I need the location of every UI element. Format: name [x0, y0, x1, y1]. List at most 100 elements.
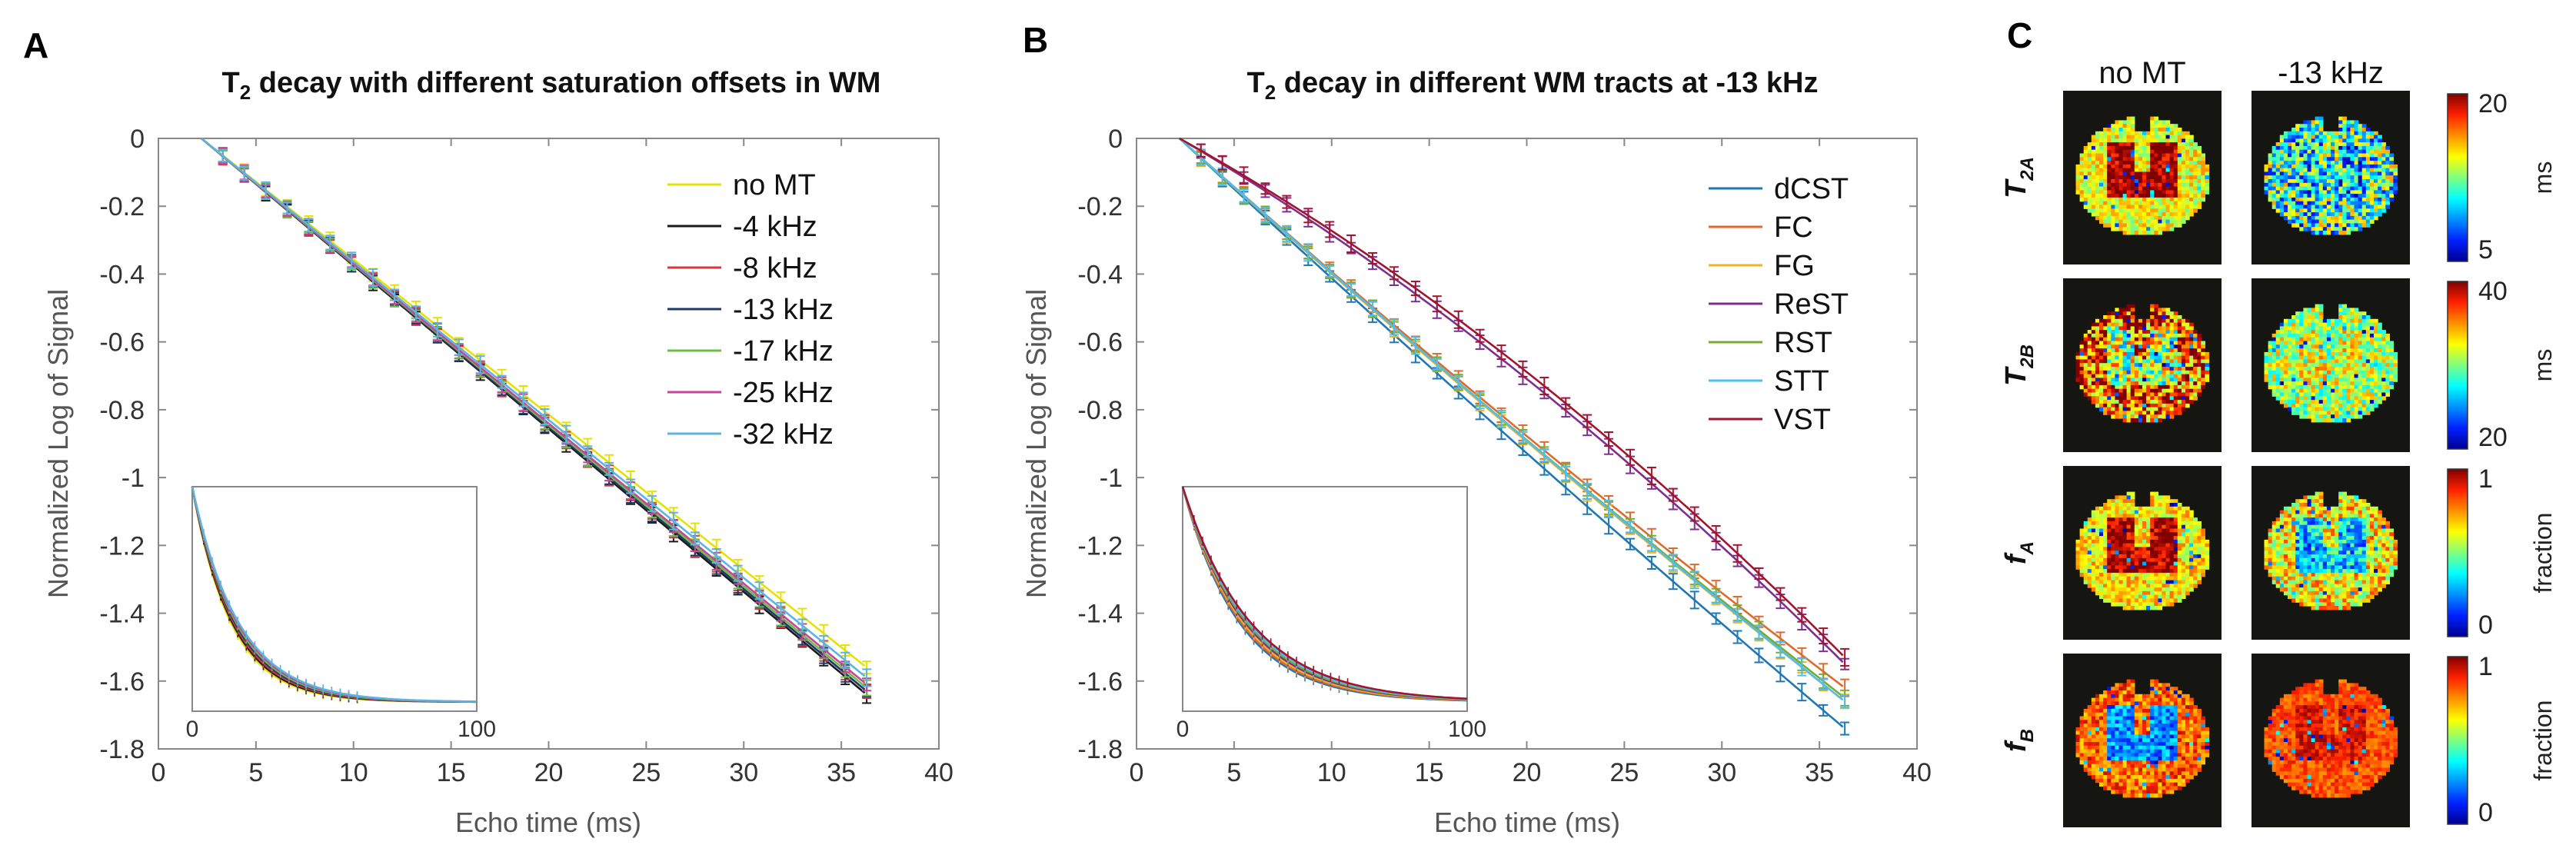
- map-pixel: [2173, 403, 2178, 408]
- map-pixel: [2350, 384, 2355, 390]
- map-pixel: [2322, 186, 2328, 191]
- map-pixel: [2315, 344, 2320, 349]
- map-pixel: [2318, 392, 2324, 397]
- map-pixel: [2091, 337, 2096, 342]
- map-pixel: [2271, 370, 2277, 375]
- map-pixel: [2177, 149, 2182, 155]
- panel-b-xtick-label: 15: [1415, 758, 1444, 787]
- map-pixel: [2087, 351, 2092, 357]
- map-pixel: [2299, 388, 2304, 394]
- map-pixel: [2162, 153, 2167, 158]
- map-pixel: [2118, 219, 2124, 224]
- map-pixel: [2346, 208, 2351, 213]
- map-pixel: [2311, 333, 2316, 338]
- map-pixel: [2115, 403, 2120, 408]
- map-pixel: [2173, 194, 2178, 198]
- map-pixel: [2318, 175, 2324, 180]
- map-pixel: [2087, 384, 2092, 390]
- map-pixel: [2189, 337, 2194, 342]
- map-pixel: [2275, 186, 2281, 191]
- map-pixel: [2107, 157, 2112, 161]
- map-pixel: [2115, 411, 2120, 415]
- map-pixel: [2268, 161, 2273, 165]
- map-pixel: [2115, 363, 2120, 368]
- map-pixel: [2322, 201, 2328, 206]
- map-pixel: [2338, 403, 2343, 408]
- map-pixel: [2369, 186, 2375, 191]
- map-pixel: [2165, 351, 2171, 357]
- map-pixel: [2358, 149, 2363, 155]
- map-pixel: [2268, 355, 2273, 360]
- map-pixel: [2331, 219, 2335, 224]
- map-pixel: [2103, 194, 2108, 198]
- map-pixel: [2303, 142, 2308, 147]
- panel-a-letter: A: [23, 25, 48, 65]
- map-pixel: [2350, 363, 2355, 368]
- map-pixel: [2185, 370, 2190, 375]
- map-pixel: [2350, 161, 2355, 165]
- map-pixel: [2378, 171, 2382, 176]
- map-pixel: [2150, 179, 2155, 184]
- map-pixel: [2354, 348, 2359, 353]
- map-pixel: [2193, 370, 2198, 375]
- map-pixel: [2346, 161, 2351, 165]
- map-pixel: [2154, 418, 2158, 423]
- map-pixel: [2169, 337, 2175, 342]
- map-pixel: [2288, 374, 2292, 378]
- map-pixel: [2103, 384, 2108, 390]
- map-pixel: [2326, 384, 2331, 390]
- map-pixel: [2346, 124, 2351, 128]
- map-pixel: [2169, 175, 2175, 180]
- map-pixel: [2115, 396, 2120, 401]
- map-pixel: [2169, 182, 2175, 188]
- map-pixel: [2264, 351, 2269, 357]
- map-pixel: [2358, 208, 2363, 213]
- map-pixel: [2205, 363, 2210, 368]
- map-pixel: [2138, 208, 2143, 213]
- map-pixel: [2291, 344, 2296, 349]
- map-pixel: [2079, 197, 2085, 202]
- map-pixel: [2111, 227, 2115, 231]
- map-pixel: [2177, 197, 2182, 202]
- panel-c-letter: C: [2007, 15, 2032, 55]
- map-pixel: [2142, 135, 2147, 139]
- map-pixel: [2389, 197, 2394, 202]
- map-pixel: [2311, 414, 2316, 419]
- map-pixel: [2134, 182, 2139, 188]
- map-pixel: [2275, 164, 2281, 169]
- map-pixel: [2095, 197, 2100, 202]
- map-pixel: [2185, 212, 2190, 217]
- map-pixel: [2115, 212, 2120, 217]
- map-pixel: [2311, 186, 2316, 191]
- map-pixel: [2338, 396, 2343, 401]
- map-pixel: [2126, 138, 2132, 143]
- map-pixel: [2099, 175, 2104, 180]
- map-pixel: [2193, 363, 2198, 368]
- map-pixel: [2130, 149, 2135, 155]
- map-pixel: [2158, 182, 2163, 188]
- map-pixel: [2162, 341, 2167, 345]
- map-pixel: [2177, 171, 2182, 176]
- map-pixel: [2099, 318, 2104, 324]
- map-pixel: [2122, 219, 2128, 224]
- map-pixel: [2350, 407, 2355, 411]
- map-pixel: [2365, 215, 2371, 221]
- map-pixel: [2150, 138, 2155, 143]
- map-pixel: [2378, 201, 2382, 206]
- map-pixel: [2335, 190, 2339, 195]
- map-pixel: [2299, 124, 2304, 128]
- map-pixel: [2130, 208, 2135, 213]
- map-pixel: [2115, 344, 2120, 349]
- map-pixel: [2130, 396, 2135, 401]
- map-pixel: [2138, 205, 2143, 209]
- map-pixel: [2307, 124, 2312, 128]
- map-pixel: [2279, 370, 2285, 375]
- map-pixel: [2111, 161, 2115, 165]
- map-pixel: [2381, 182, 2386, 188]
- map-pixel: [2374, 142, 2378, 147]
- map-pixel: [2299, 355, 2304, 360]
- map-pixel: [2307, 205, 2312, 209]
- map-pixel: [2346, 318, 2351, 324]
- map-pixel: [2103, 212, 2108, 217]
